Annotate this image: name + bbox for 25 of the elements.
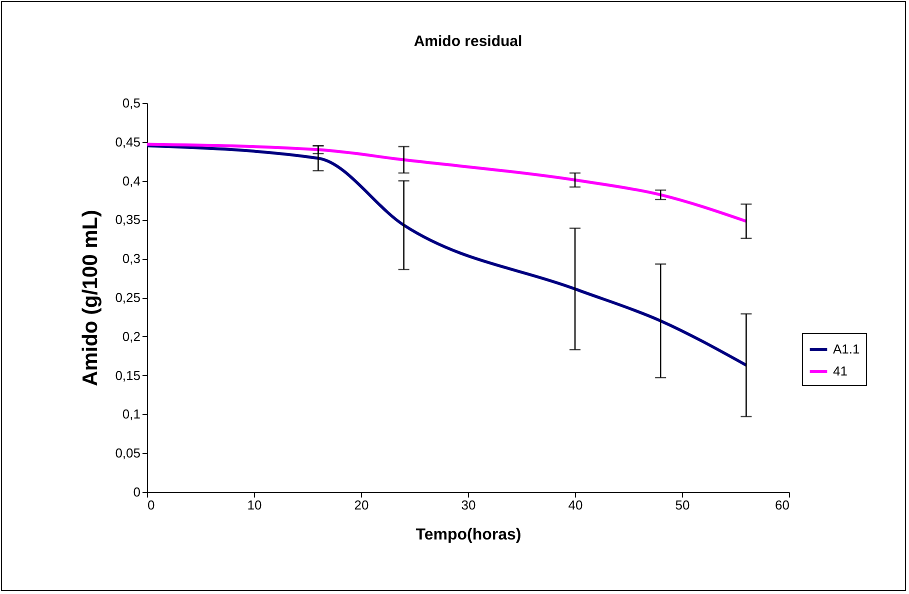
- y-axis-title: Amido (g/100 mL): [79, 210, 102, 386]
- y-tick-label: 0,1: [122, 406, 140, 422]
- x-tick-label: 20: [354, 498, 369, 512]
- y-tick-label: 0,35: [115, 212, 140, 228]
- chart-title: Amido residual: [414, 33, 522, 50]
- y-tick-label: 0,2: [122, 328, 140, 344]
- y-tick-label: 0: [133, 484, 140, 500]
- line-series: [146, 144, 748, 367]
- legend-label: A1.1: [833, 342, 860, 356]
- x-tick-label: 60: [775, 498, 790, 512]
- y-tick-label: 0,45: [115, 134, 140, 150]
- x-tick-label: 10: [247, 498, 262, 512]
- x-axis-title: Tempo(horas): [416, 526, 522, 544]
- line-series: [146, 142, 748, 223]
- legend-label: 41: [833, 364, 848, 378]
- y-tick-label: 0,5: [122, 96, 140, 110]
- y-tick-label: 0,05: [115, 446, 140, 461]
- y-tick-label: 0,4: [122, 173, 140, 188]
- y-tick-label: 0,15: [115, 368, 140, 383]
- x-tick-label: 0: [148, 498, 155, 512]
- y-tick-label: 0,25: [115, 290, 140, 305]
- x-tick-label: 40: [568, 498, 583, 512]
- y-tick-label: 0,3: [122, 251, 140, 266]
- x-tick-label: 30: [461, 498, 476, 512]
- x-tick-label: 50: [675, 498, 690, 512]
